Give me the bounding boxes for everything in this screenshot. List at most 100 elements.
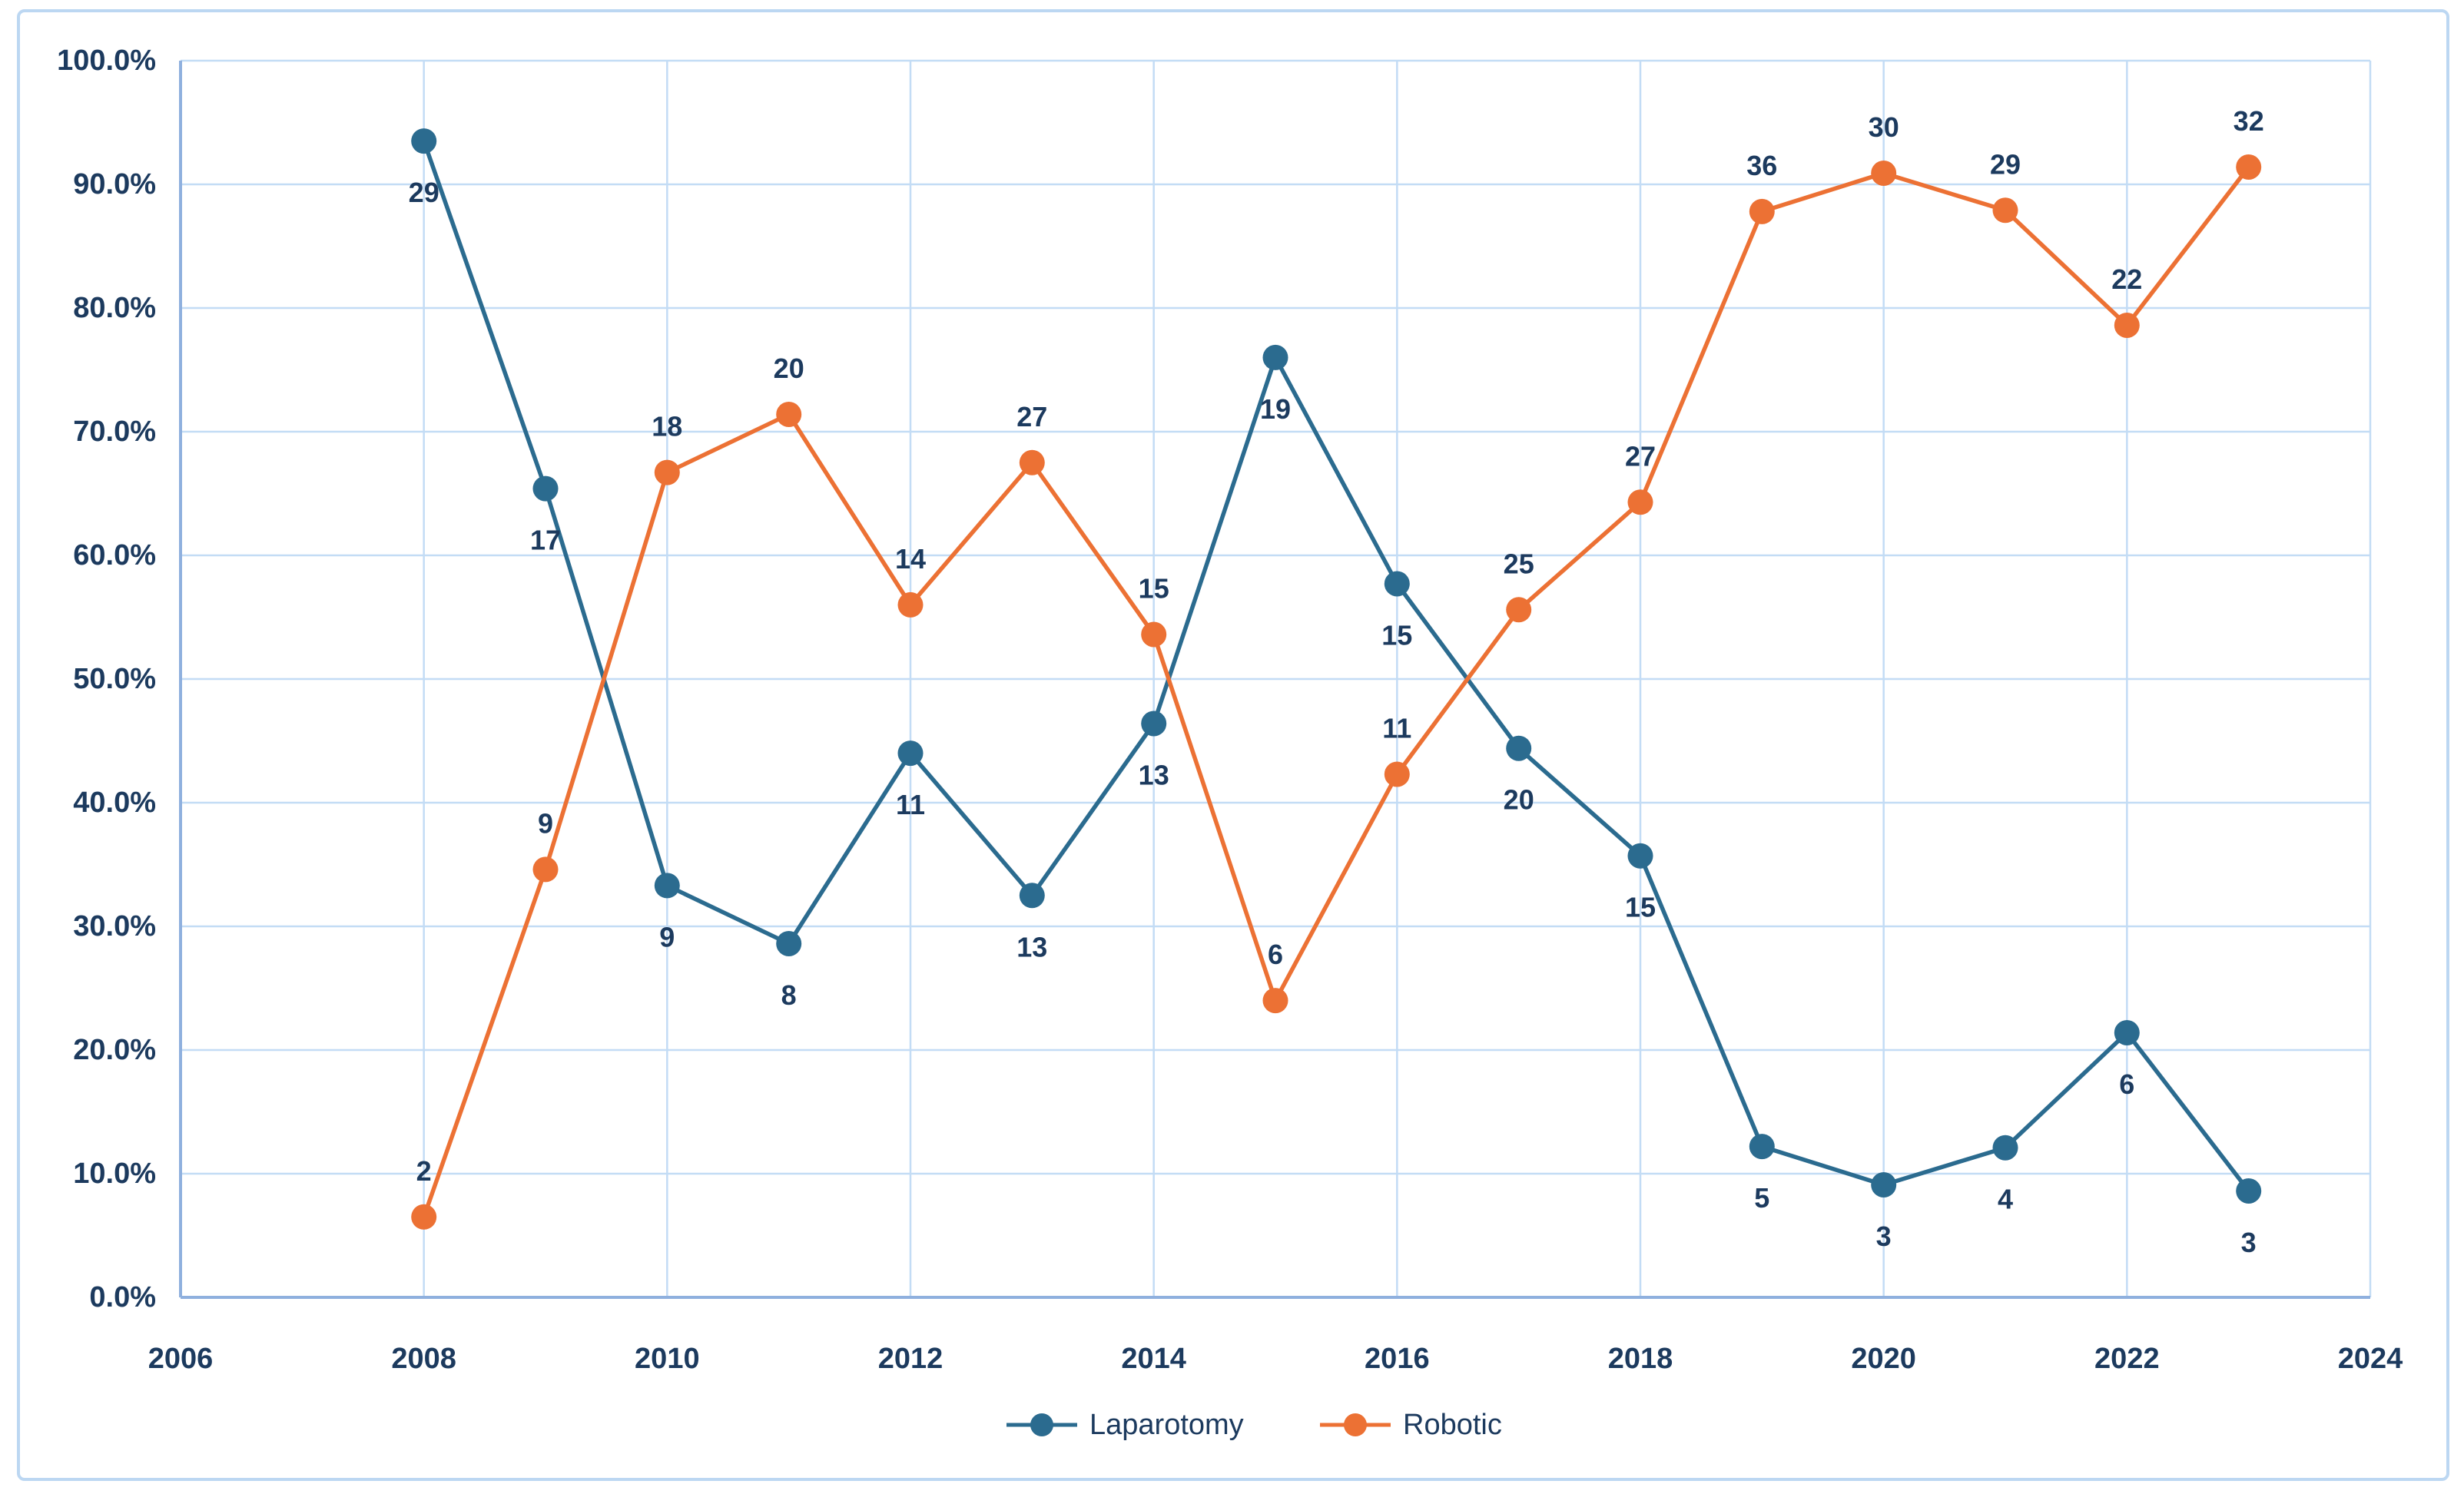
- y-tick-label-60: 60.0%: [73, 539, 156, 571]
- robotic-data-label-2021: 29: [1990, 148, 2021, 180]
- chart-frame: [17, 9, 2449, 1481]
- laparotomy-data-label-2016: 15: [1381, 620, 1412, 651]
- laparotomy-point-2019: [1749, 1134, 1775, 1160]
- x-tick-label-2016: 2016: [1365, 1343, 1430, 1375]
- robotic-data-label-2012: 14: [895, 543, 926, 575]
- robotic-data-label-2017: 25: [1504, 548, 1534, 579]
- robotic-point-2021: [1992, 197, 2018, 224]
- data-labels: 2917981113131915201553463291820142715611…: [409, 105, 2264, 1258]
- robotic-point-2011: [776, 402, 802, 427]
- robotic-data-label-2014: 15: [1139, 573, 1169, 605]
- axis-lines: [179, 61, 2370, 1299]
- laparotomy-point-2008: [411, 128, 437, 154]
- laparotomy-data-label-2019: 5: [1754, 1182, 1769, 1214]
- robotic-data-label-2015: 6: [1268, 939, 1283, 970]
- robotic-point-2017: [1506, 597, 1532, 623]
- laparotomy-data-label-2011: 8: [781, 979, 797, 1011]
- laparotomy-point-2009: [532, 475, 559, 502]
- robotic-point-2020: [1871, 161, 1897, 186]
- laparotomy-data-label-2022: 6: [2119, 1068, 2134, 1100]
- robotic-data-label-2022: 22: [2111, 263, 2142, 295]
- legend-label-laparotomy: Laparotomy: [1089, 1409, 1244, 1441]
- laparotomy-data-label-2021: 4: [1998, 1184, 2013, 1215]
- y-tick-label-40: 40.0%: [73, 787, 156, 819]
- laparotomy-data-label-2015: 19: [1260, 393, 1291, 425]
- laparotomy-data-label-2017: 20: [1504, 784, 1534, 816]
- legend-item-robotic: Robotic: [1320, 1409, 1502, 1441]
- robotic-data-label-2018: 27: [1625, 440, 1656, 472]
- x-tick-label-2024: 2024: [2338, 1343, 2403, 1375]
- robotic-point-2019: [1749, 198, 1775, 224]
- laparotomy-point-2010: [654, 873, 680, 899]
- laparotomy-point-2016: [1384, 571, 1410, 597]
- laparotomy-line: [421, 138, 2251, 1194]
- legend-item-laparotomy: Laparotomy: [1006, 1409, 1244, 1441]
- x-tick-label-2020: 2020: [1851, 1343, 1916, 1375]
- robotic-point-2013: [1019, 449, 1045, 475]
- laparotomy-point-2018: [1627, 843, 1653, 869]
- robotic-data-label-2020: 30: [1869, 111, 1899, 143]
- laparotomy-point-2011: [776, 931, 802, 956]
- robotic-point-2016: [1384, 761, 1410, 787]
- robotic-data-label-2016: 11: [1382, 713, 1411, 744]
- laparotomy-point-2014: [1141, 711, 1167, 737]
- robotic-point-2009: [532, 856, 559, 883]
- laparotomy-data-label-2020: 3: [1876, 1221, 1892, 1252]
- x-tick-label-2022: 2022: [2094, 1343, 2160, 1375]
- series-markers: [411, 128, 2262, 1230]
- laparotomy-point-2013: [1019, 883, 1045, 909]
- y-tick-label-100: 100.0%: [57, 45, 156, 77]
- laparotomy-point-2021: [1992, 1135, 2018, 1161]
- robotic-data-label-2011: 20: [774, 353, 804, 384]
- laparotomy-point-2017: [1506, 735, 1532, 761]
- y-tick-label-30: 30.0%: [73, 910, 156, 942]
- robotic-point-2018: [1627, 489, 1653, 515]
- robotic-point-2014: [1141, 621, 1167, 648]
- robotic-line: [421, 164, 2251, 1220]
- y-tick-label-70: 70.0%: [73, 416, 156, 448]
- x-tick-label-2010: 2010: [635, 1343, 700, 1375]
- robotic-data-label-2013: 27: [1016, 401, 1047, 432]
- laparotomy-data-label-2010: 9: [659, 921, 675, 952]
- laparotomy-data-label-2013: 13: [1016, 931, 1047, 962]
- y-tick-label-50: 50.0%: [73, 663, 156, 695]
- laparotomy-point-2022: [2114, 1020, 2140, 1045]
- laparotomy-data-label-2008: 29: [409, 177, 439, 208]
- series-lines: [421, 138, 2251, 1220]
- laparotomy-data-label-2023: 3: [2241, 1227, 2257, 1258]
- robotic-point-2008: [411, 1204, 437, 1230]
- x-tick-label-2014: 2014: [1121, 1343, 1186, 1375]
- y-tick-label-0: 0.0%: [89, 1281, 156, 1313]
- robotic-point-2010: [654, 459, 680, 485]
- laparotomy-data-label-2014: 13: [1139, 760, 1169, 791]
- robotic-data-label-2023: 32: [2234, 105, 2264, 137]
- laparotomy-point-2020: [1871, 1172, 1897, 1198]
- robotic-point-2023: [2236, 154, 2262, 180]
- y-tick-label-10: 10.0%: [73, 1158, 156, 1190]
- robotic-data-label-2010: 18: [652, 411, 682, 442]
- legend: Laparotomy Robotic: [1006, 1409, 1502, 1441]
- vertical-gridlines: [423, 61, 2372, 1297]
- x-tick-label-2012: 2012: [878, 1343, 943, 1375]
- laparotomy-data-label-2009: 17: [530, 525, 561, 556]
- x-tick-label-2008: 2008: [391, 1343, 456, 1375]
- legend-label-robotic: Robotic: [1403, 1409, 1502, 1441]
- y-tick-label-80: 80.0%: [73, 292, 156, 324]
- laparotomy-point-2012: [897, 740, 924, 767]
- x-tick-labels: 2006 2008 2010 2012 2014 2016 2018 2020 2022 2024: [148, 1343, 2403, 1375]
- robotic-data-label-2008: 2: [416, 1155, 432, 1187]
- robotic-point-2015: [1262, 988, 1288, 1014]
- robotic-legend-marker-icon: [1344, 1413, 1367, 1436]
- laparotomy-point-2023: [2236, 1178, 2262, 1204]
- x-tick-label-2018: 2018: [1608, 1343, 1673, 1375]
- laparotomy-data-label-2018: 15: [1625, 892, 1656, 923]
- robotic-data-label-2009: 9: [538, 807, 553, 839]
- y-tick-labels: 0.0% 10.0% 20.0% 30.0% 40.0% 50.0% 60.0% 70.0% 8…: [57, 45, 156, 1313]
- robotic-data-label-2019: 36: [1746, 150, 1777, 181]
- robotic-point-2022: [2114, 313, 2140, 338]
- robotic-point-2012: [897, 591, 924, 618]
- x-tick-label-2006: 2006: [148, 1343, 214, 1375]
